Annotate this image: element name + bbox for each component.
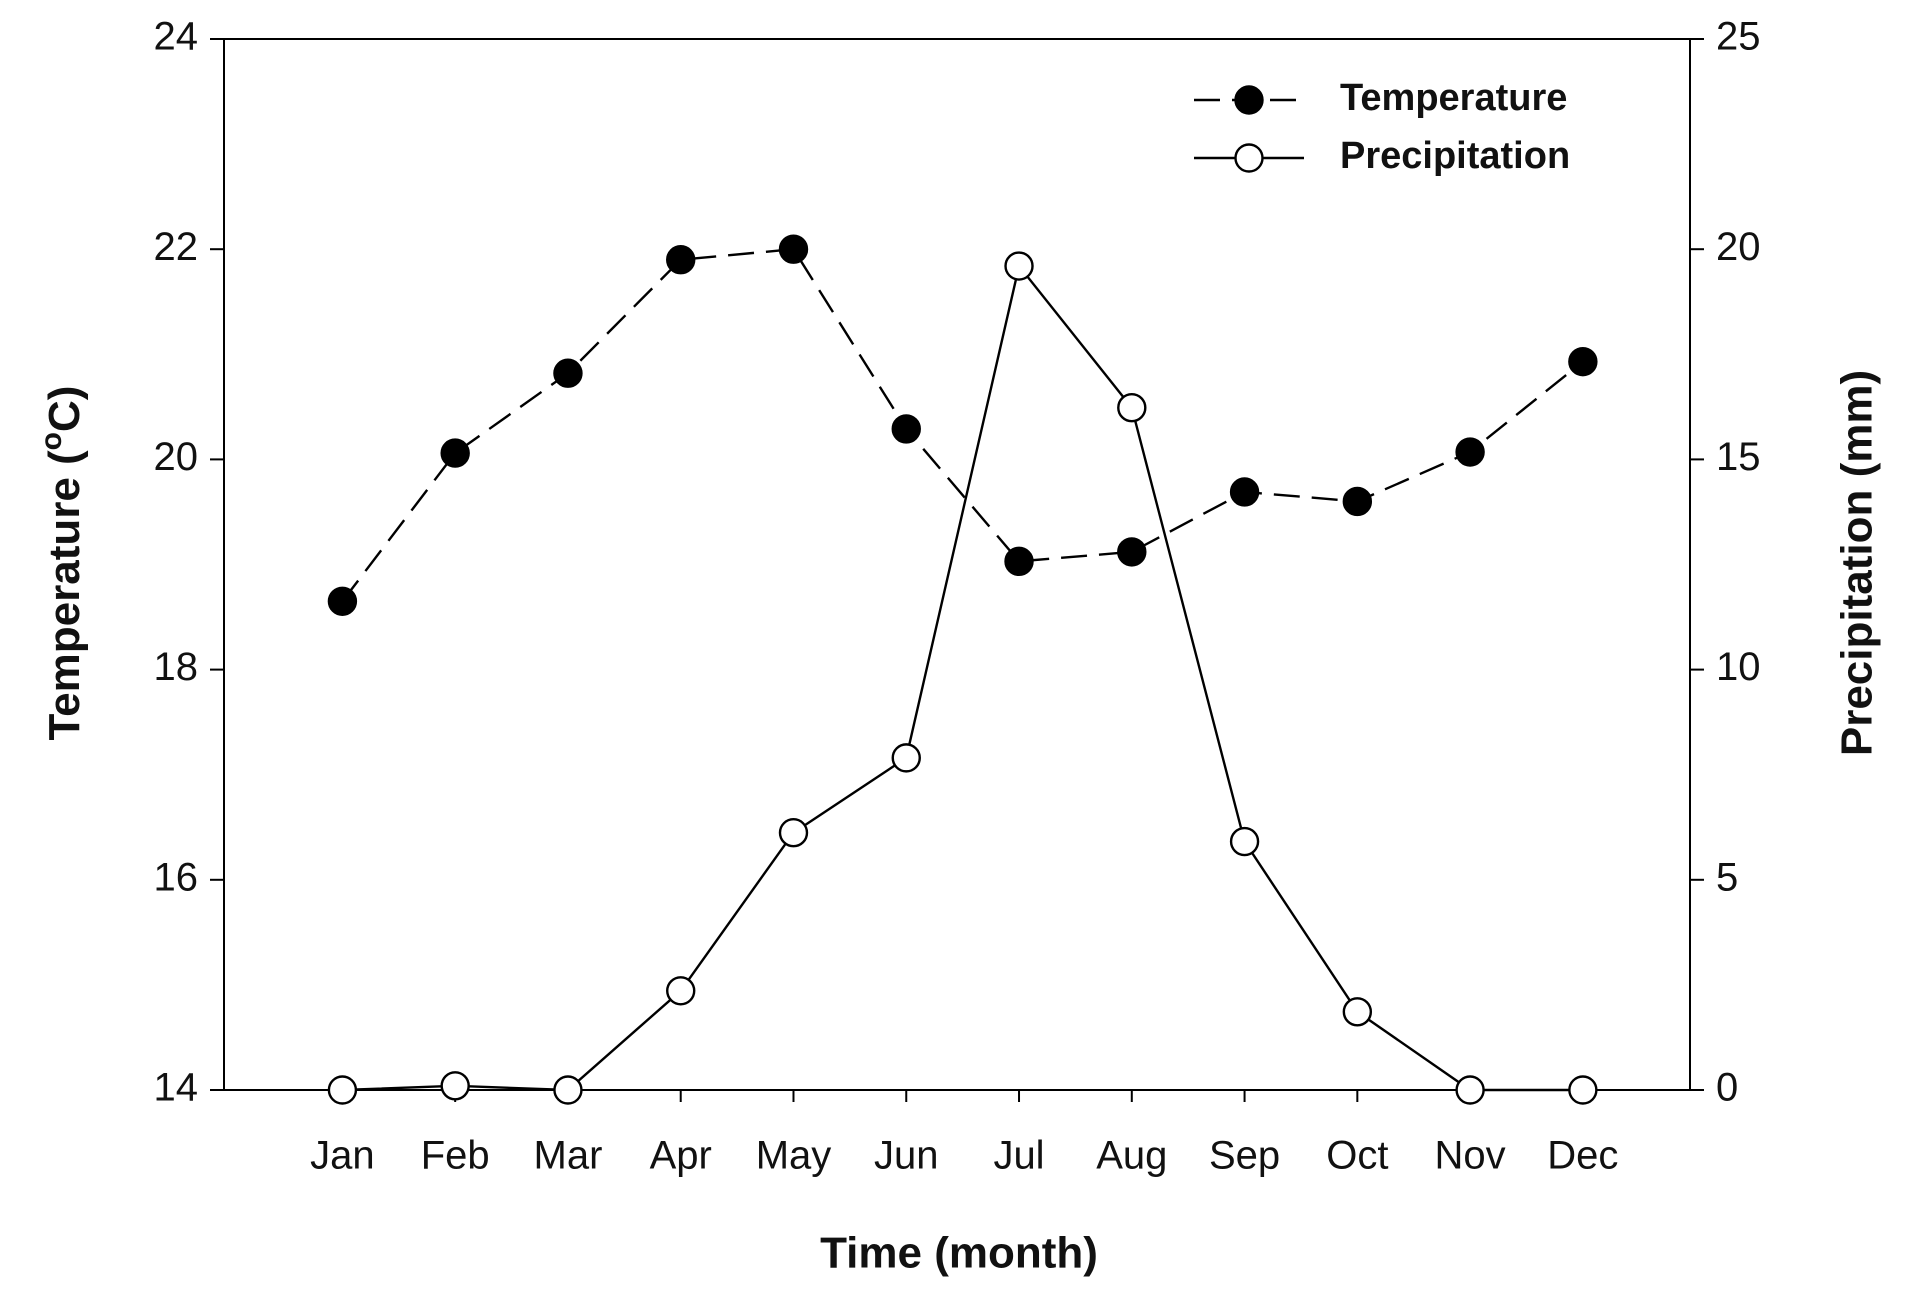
y2-tick-label: 10: [1716, 645, 1761, 689]
point-marker: [1568, 346, 1598, 377]
y-tick-label: 14: [154, 1066, 199, 1110]
y-label-part: Temperature (: [40, 450, 89, 740]
y-tick-label: 24: [154, 15, 199, 59]
x-tick-label: Jul: [993, 1134, 1044, 1178]
point-marker: [1342, 486, 1373, 517]
point-marker: [891, 743, 921, 773]
point-marker: [1004, 251, 1034, 281]
x-tick-label: Dec: [1547, 1134, 1618, 1178]
y2-tick-label: 25: [1716, 15, 1761, 59]
plot-frame: [223, 38, 1691, 1091]
y-tick-label: 22: [154, 225, 199, 269]
y2-axis-label: Precipitation (mm): [1833, 370, 1882, 756]
point-marker: [1004, 546, 1034, 577]
point-marker: [1229, 826, 1260, 857]
x-tick-label: Jun: [874, 1134, 939, 1178]
x-tick-label: Jan: [310, 1134, 375, 1178]
point-marker: [666, 976, 696, 1006]
x-tick-label: Mar: [534, 1134, 603, 1178]
y-tick-label: 18: [154, 645, 199, 689]
x-tick-label: Sep: [1209, 1134, 1280, 1178]
legend-marker: [1234, 143, 1264, 173]
legend-label: Temperature: [1340, 77, 1567, 119]
point-marker: [666, 245, 696, 275]
series-line: [341, 247, 1584, 603]
y-tick-label: 16: [154, 855, 199, 899]
legend-label: Precipitation: [1340, 135, 1570, 177]
point-marker: [327, 1075, 358, 1105]
y2-tick-label: 0: [1716, 1066, 1738, 1110]
point-marker: [440, 438, 470, 468]
y-label-sup: o: [35, 432, 68, 450]
point-marker: [440, 1071, 470, 1101]
point-marker: [1455, 1075, 1485, 1105]
point-marker: [1117, 537, 1147, 567]
x-tick-label: Feb: [421, 1134, 490, 1178]
y2-tick-label: 20: [1716, 225, 1761, 269]
point-marker: [1229, 477, 1260, 507]
point-marker: [553, 358, 583, 388]
x-tick-label: May: [756, 1134, 832, 1178]
y-label-part: C): [40, 386, 89, 432]
x-tick-label: Aug: [1096, 1134, 1167, 1178]
series-line: [342, 263, 1583, 1092]
y2-tick-label: 5: [1716, 855, 1738, 899]
x-tick-label: Apr: [650, 1134, 712, 1178]
point-marker: [327, 586, 358, 616]
point-marker: [1455, 437, 1485, 467]
x-tick-label: Oct: [1326, 1134, 1388, 1178]
y-tick-label: 20: [154, 435, 199, 479]
point-marker: [891, 414, 921, 444]
point-marker: [553, 1075, 583, 1105]
y-axis-label: Temperature (oC): [35, 386, 89, 741]
point-marker: [1117, 392, 1147, 423]
y2-tick-label: 15: [1716, 435, 1761, 479]
x-axis-label: Time (month): [820, 1229, 1098, 1278]
legend-marker: [1234, 85, 1264, 115]
point-marker: [778, 234, 809, 264]
point-marker: [778, 818, 809, 848]
point-marker: [1342, 997, 1373, 1027]
x-tick-label: Nov: [1435, 1134, 1506, 1178]
point-marker: [1568, 1075, 1598, 1105]
